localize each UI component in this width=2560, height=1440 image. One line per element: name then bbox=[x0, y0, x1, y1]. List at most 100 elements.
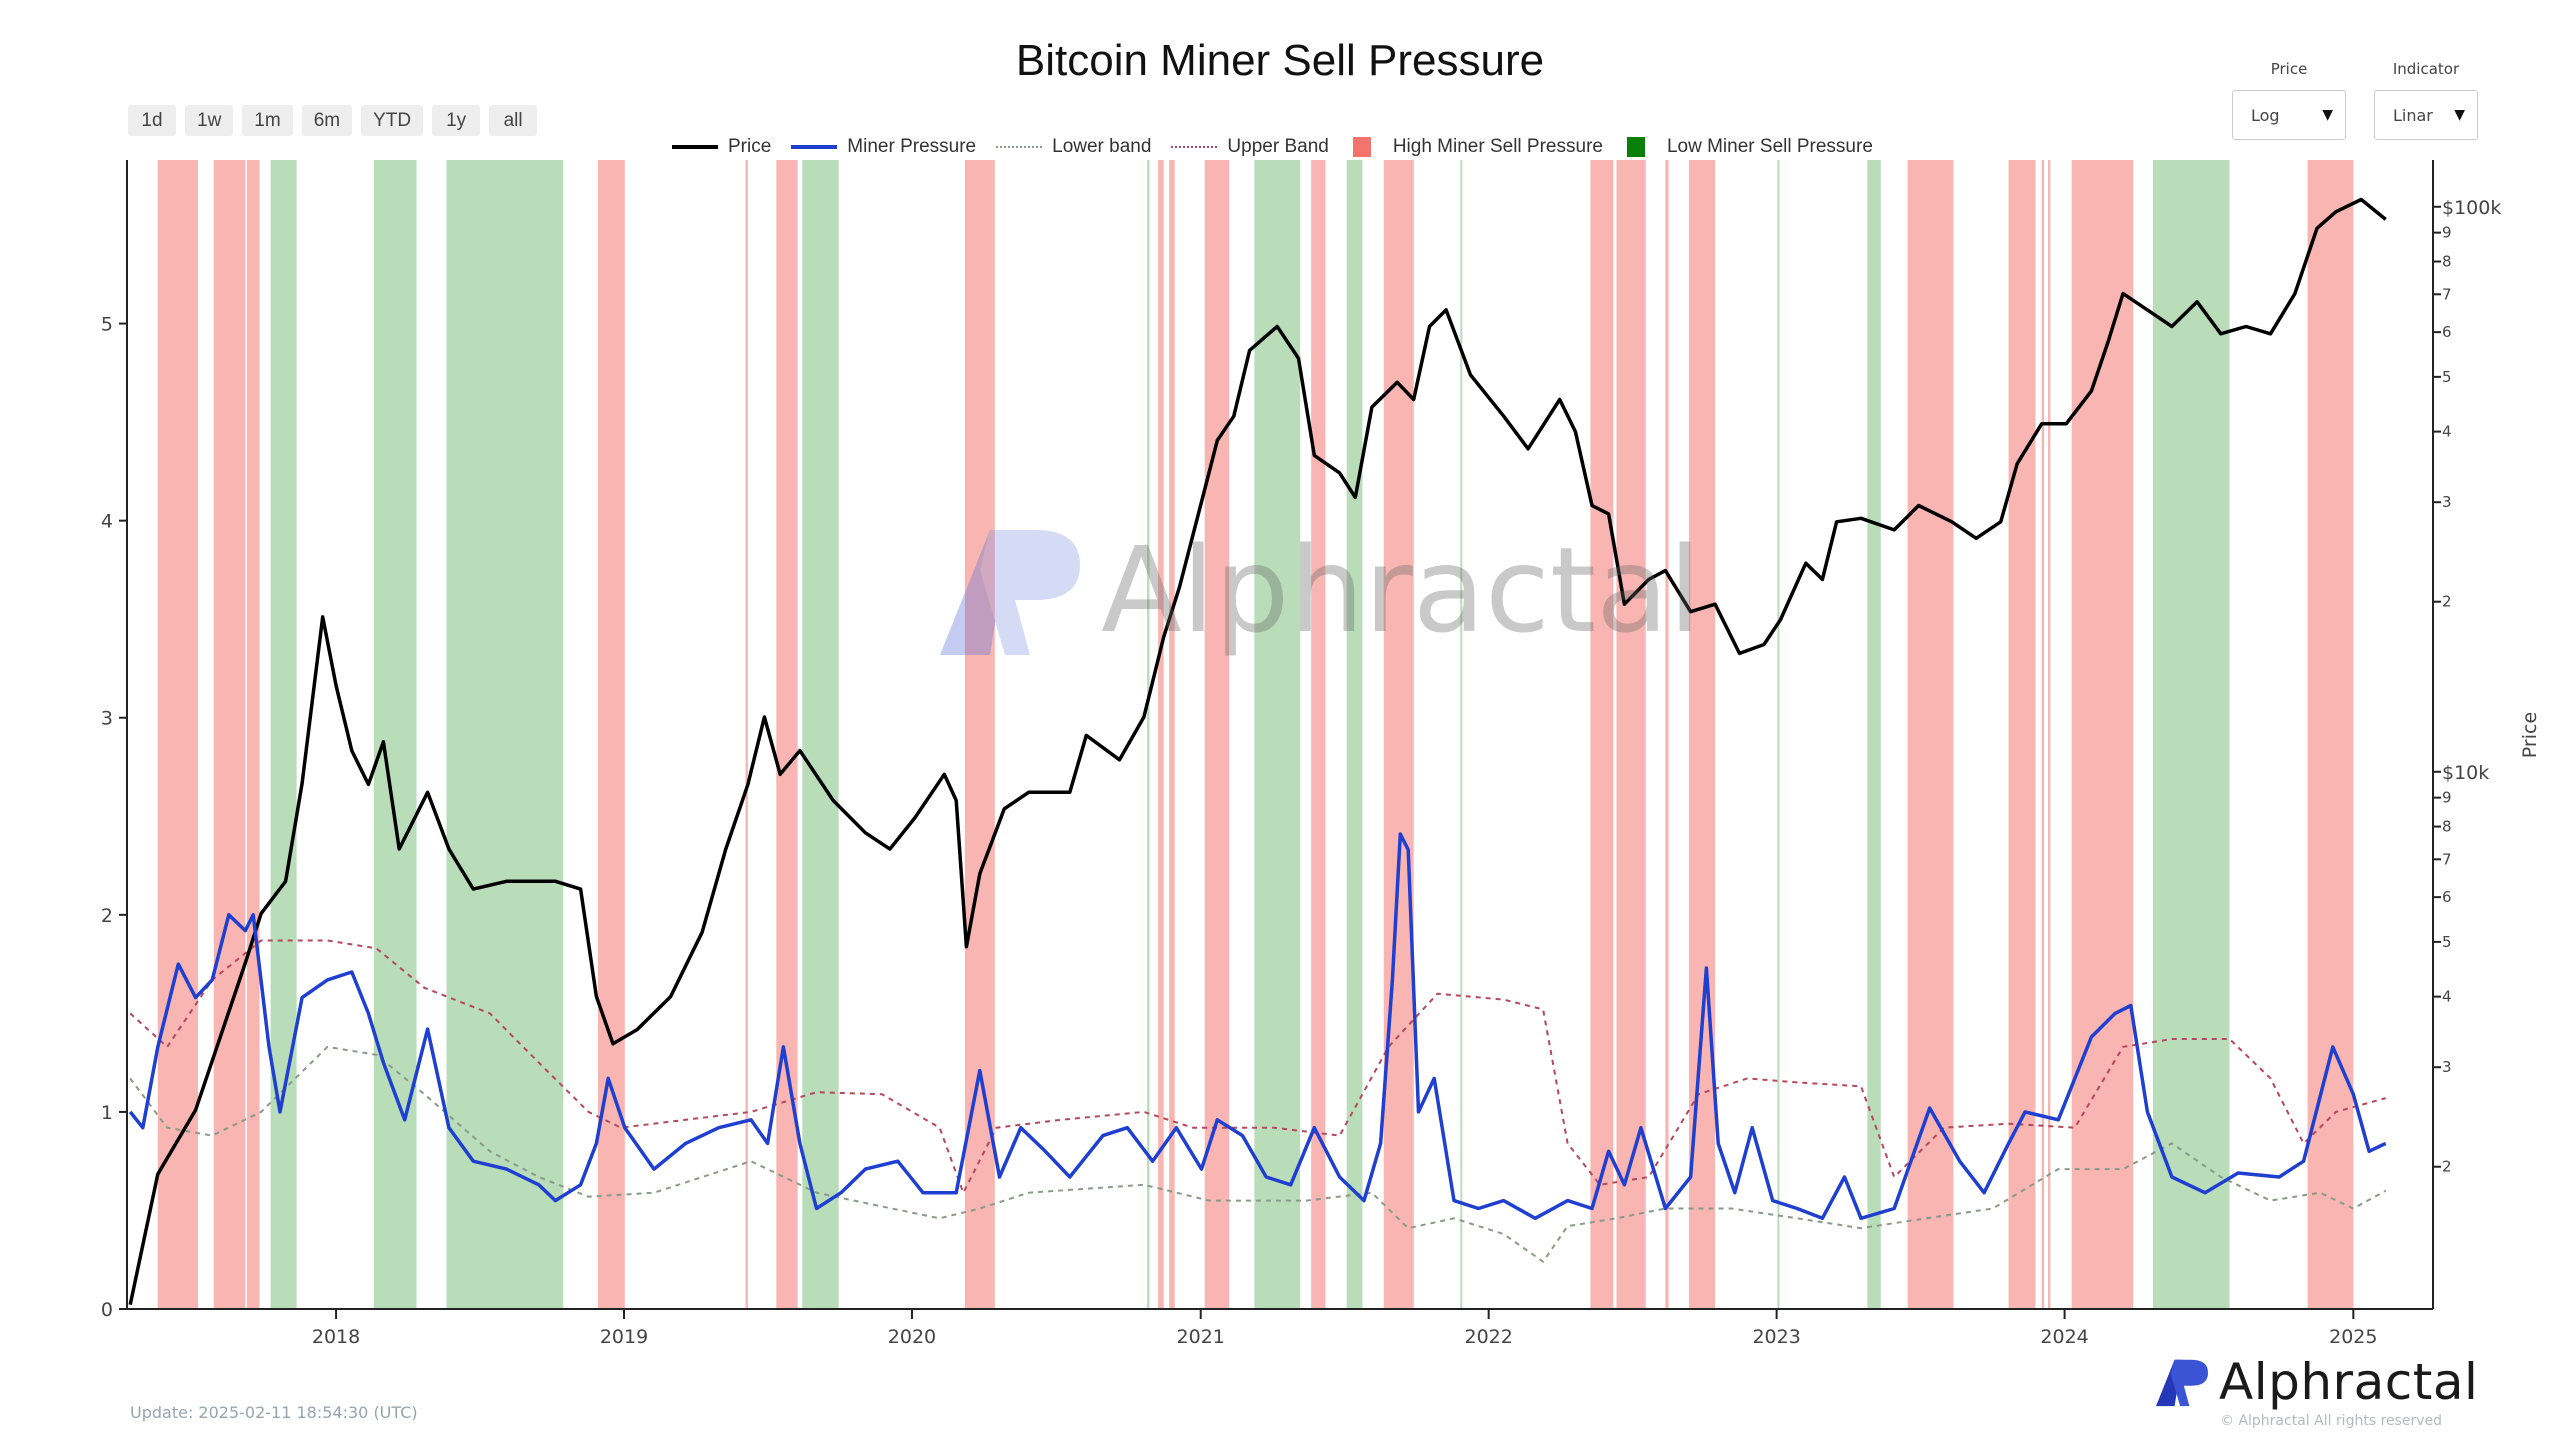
right-axis-tick-label: 5 bbox=[2442, 368, 2452, 386]
price-line bbox=[128, 197, 2387, 1306]
high-pressure-region bbox=[246, 160, 260, 1309]
price-scale-value: Log bbox=[2251, 105, 2280, 125]
indicator-scale-dropdown[interactable]: Linar ▼ bbox=[2374, 90, 2478, 140]
range-button-all[interactable]: all bbox=[489, 105, 538, 136]
legend-item-low-pressure[interactable]: Low Miner Sell Pressure bbox=[1623, 136, 1873, 158]
range-button-1d[interactable]: 1d bbox=[128, 105, 176, 136]
indicator-scale-label: Indicator bbox=[2392, 60, 2460, 78]
legend-item-lower-band[interactable]: Lower band bbox=[996, 136, 1151, 158]
low-pressure-region bbox=[1777, 160, 1780, 1309]
legend-item-upper-band[interactable]: Upper Band bbox=[1171, 136, 1329, 158]
low-pressure-region bbox=[1346, 160, 1363, 1309]
high-pressure-region bbox=[1383, 160, 1414, 1309]
legend-label: Low Miner Sell Pressure bbox=[1666, 136, 1873, 157]
right-axis-tick-label: 7 bbox=[2442, 285, 2452, 303]
high-pressure-region bbox=[1665, 160, 1669, 1309]
low-pressure-region bbox=[1254, 160, 1301, 1309]
range-button-1m[interactable]: 1m bbox=[242, 105, 293, 136]
upper-band-line bbox=[129, 939, 2386, 1194]
high-pressure-region bbox=[1169, 160, 1175, 1309]
low-pressure-region bbox=[802, 160, 839, 1309]
left-axis-tick-label: 3 bbox=[101, 708, 113, 730]
low-pressure-region bbox=[1147, 160, 1150, 1309]
copyright: © Alphractal All rights reserved bbox=[2220, 1413, 2443, 1429]
lower-band-line bbox=[129, 1045, 2387, 1263]
low-pressure-region bbox=[373, 160, 417, 1309]
update-timestamp: Update: 2025-02-11 18:54:30 (UTC) bbox=[130, 1403, 418, 1422]
high-pressure-region bbox=[1204, 160, 1230, 1309]
legend-item-high-pressure[interactable]: High Miner Sell Pressure bbox=[1349, 136, 1603, 158]
high-pressure-region bbox=[745, 160, 748, 1309]
logo-text: Alphractal bbox=[2219, 1353, 2479, 1411]
x-axis-tick-label: 2022 bbox=[1464, 1326, 1512, 1348]
right-axis-tick-label: $10k bbox=[2442, 762, 2489, 784]
right-axis-tick-label: 4 bbox=[2442, 988, 2452, 1006]
right-axis-title: Price bbox=[2519, 712, 2541, 758]
range-button-6m[interactable]: 6m bbox=[301, 105, 353, 136]
legend-label: Price bbox=[728, 136, 772, 157]
high-pressure-region bbox=[213, 160, 246, 1309]
high-pressure-region bbox=[1590, 160, 1614, 1309]
left-axis-tick-label: 5 bbox=[101, 314, 113, 336]
right-axis-tick-label: 4 bbox=[2442, 423, 2452, 441]
range-button-1w[interactable]: 1w bbox=[185, 105, 234, 136]
right-axis-tick-label: 8 bbox=[2442, 253, 2452, 271]
right-axis-tick-label: 6 bbox=[2442, 323, 2452, 341]
legend-item-miner-pressure[interactable]: Miner Pressure bbox=[791, 136, 976, 158]
x-axis-tick-label: 2024 bbox=[2040, 1326, 2088, 1348]
high-pressure-region bbox=[1158, 160, 1164, 1309]
high-pressure-region bbox=[597, 160, 625, 1309]
right-axis-tick-label: 2 bbox=[2442, 593, 2452, 611]
high-pressure-region bbox=[2307, 160, 2354, 1309]
high-pressure-region bbox=[2048, 160, 2051, 1309]
right-axis-tick-label: 9 bbox=[2442, 224, 2452, 242]
range-selector: 1d 1w 1m 6m YTD 1y all bbox=[128, 105, 538, 136]
left-axis-tick-label: 1 bbox=[101, 1102, 113, 1124]
x-axis-tick-label: 2025 bbox=[2329, 1326, 2377, 1348]
indicator-scale-control: Indicator Linar ▼ bbox=[2374, 60, 2478, 140]
right-axis-tick-label: 8 bbox=[2442, 818, 2452, 836]
right-axis-tick-label: 3 bbox=[2442, 1058, 2452, 1076]
lower-band-line-swatch bbox=[996, 146, 1043, 148]
low-pressure-region bbox=[1460, 160, 1463, 1309]
range-button-ytd[interactable]: YTD bbox=[361, 105, 424, 136]
x-axis-tick-label: 2023 bbox=[1752, 1326, 1800, 1348]
miner-pressure-line bbox=[128, 832, 2387, 1221]
brand-logo: Alphractal bbox=[2153, 1356, 2478, 1408]
legend-label: Upper Band bbox=[1227, 136, 1329, 157]
left-axis-tick-label: 4 bbox=[101, 511, 113, 533]
right-axis-tick-label: 5 bbox=[2442, 933, 2452, 951]
indicator-scale-value: Linar bbox=[2393, 105, 2433, 125]
legend: Price Miner Pressure Lower band Upper Ba… bbox=[672, 136, 1893, 158]
legend-label: Miner Pressure bbox=[847, 136, 977, 157]
price-scale-control: Price Log ▼ bbox=[2232, 60, 2346, 140]
low-pressure-region bbox=[270, 160, 297, 1309]
legend-item-price[interactable]: Price bbox=[672, 136, 771, 158]
caret-down-icon: ▼ bbox=[2322, 107, 2333, 123]
high-pressure-region bbox=[2071, 160, 2134, 1309]
price-scale-label: Price bbox=[2270, 60, 2308, 78]
low-pressure-region bbox=[2152, 160, 2230, 1309]
left-axis-tick-label: 2 bbox=[101, 905, 113, 927]
x-axis-tick-label: 2019 bbox=[600, 1326, 648, 1348]
miner-pressure-line-swatch bbox=[791, 145, 838, 149]
upper-band-line-swatch bbox=[1171, 146, 1218, 148]
high-pressure-region bbox=[1907, 160, 1954, 1309]
chart-title: Bitcoin Miner Sell Pressure bbox=[1015, 36, 1545, 85]
series-lines bbox=[128, 197, 2387, 1306]
right-axis-tick-label: 7 bbox=[2442, 850, 2452, 868]
price-scale-dropdown[interactable]: Log ▼ bbox=[2232, 90, 2346, 140]
low-pressure-region bbox=[446, 160, 564, 1309]
price-line-swatch bbox=[672, 145, 718, 149]
high-pressure-region bbox=[1616, 160, 1646, 1309]
right-axis-tick-label: 6 bbox=[2442, 888, 2452, 906]
low-pressure-region bbox=[1867, 160, 1881, 1309]
right-axis-tick-label: 9 bbox=[2442, 789, 2452, 807]
low-pressure-swatch bbox=[1626, 137, 1645, 157]
x-axis-tick-label: 2018 bbox=[312, 1326, 360, 1348]
high-pressure-region bbox=[776, 160, 798, 1309]
left-axis-tick-label: 0 bbox=[101, 1299, 113, 1321]
range-button-1y[interactable]: 1y bbox=[432, 105, 481, 136]
x-axis-tick-label: 2021 bbox=[1177, 1326, 1225, 1348]
